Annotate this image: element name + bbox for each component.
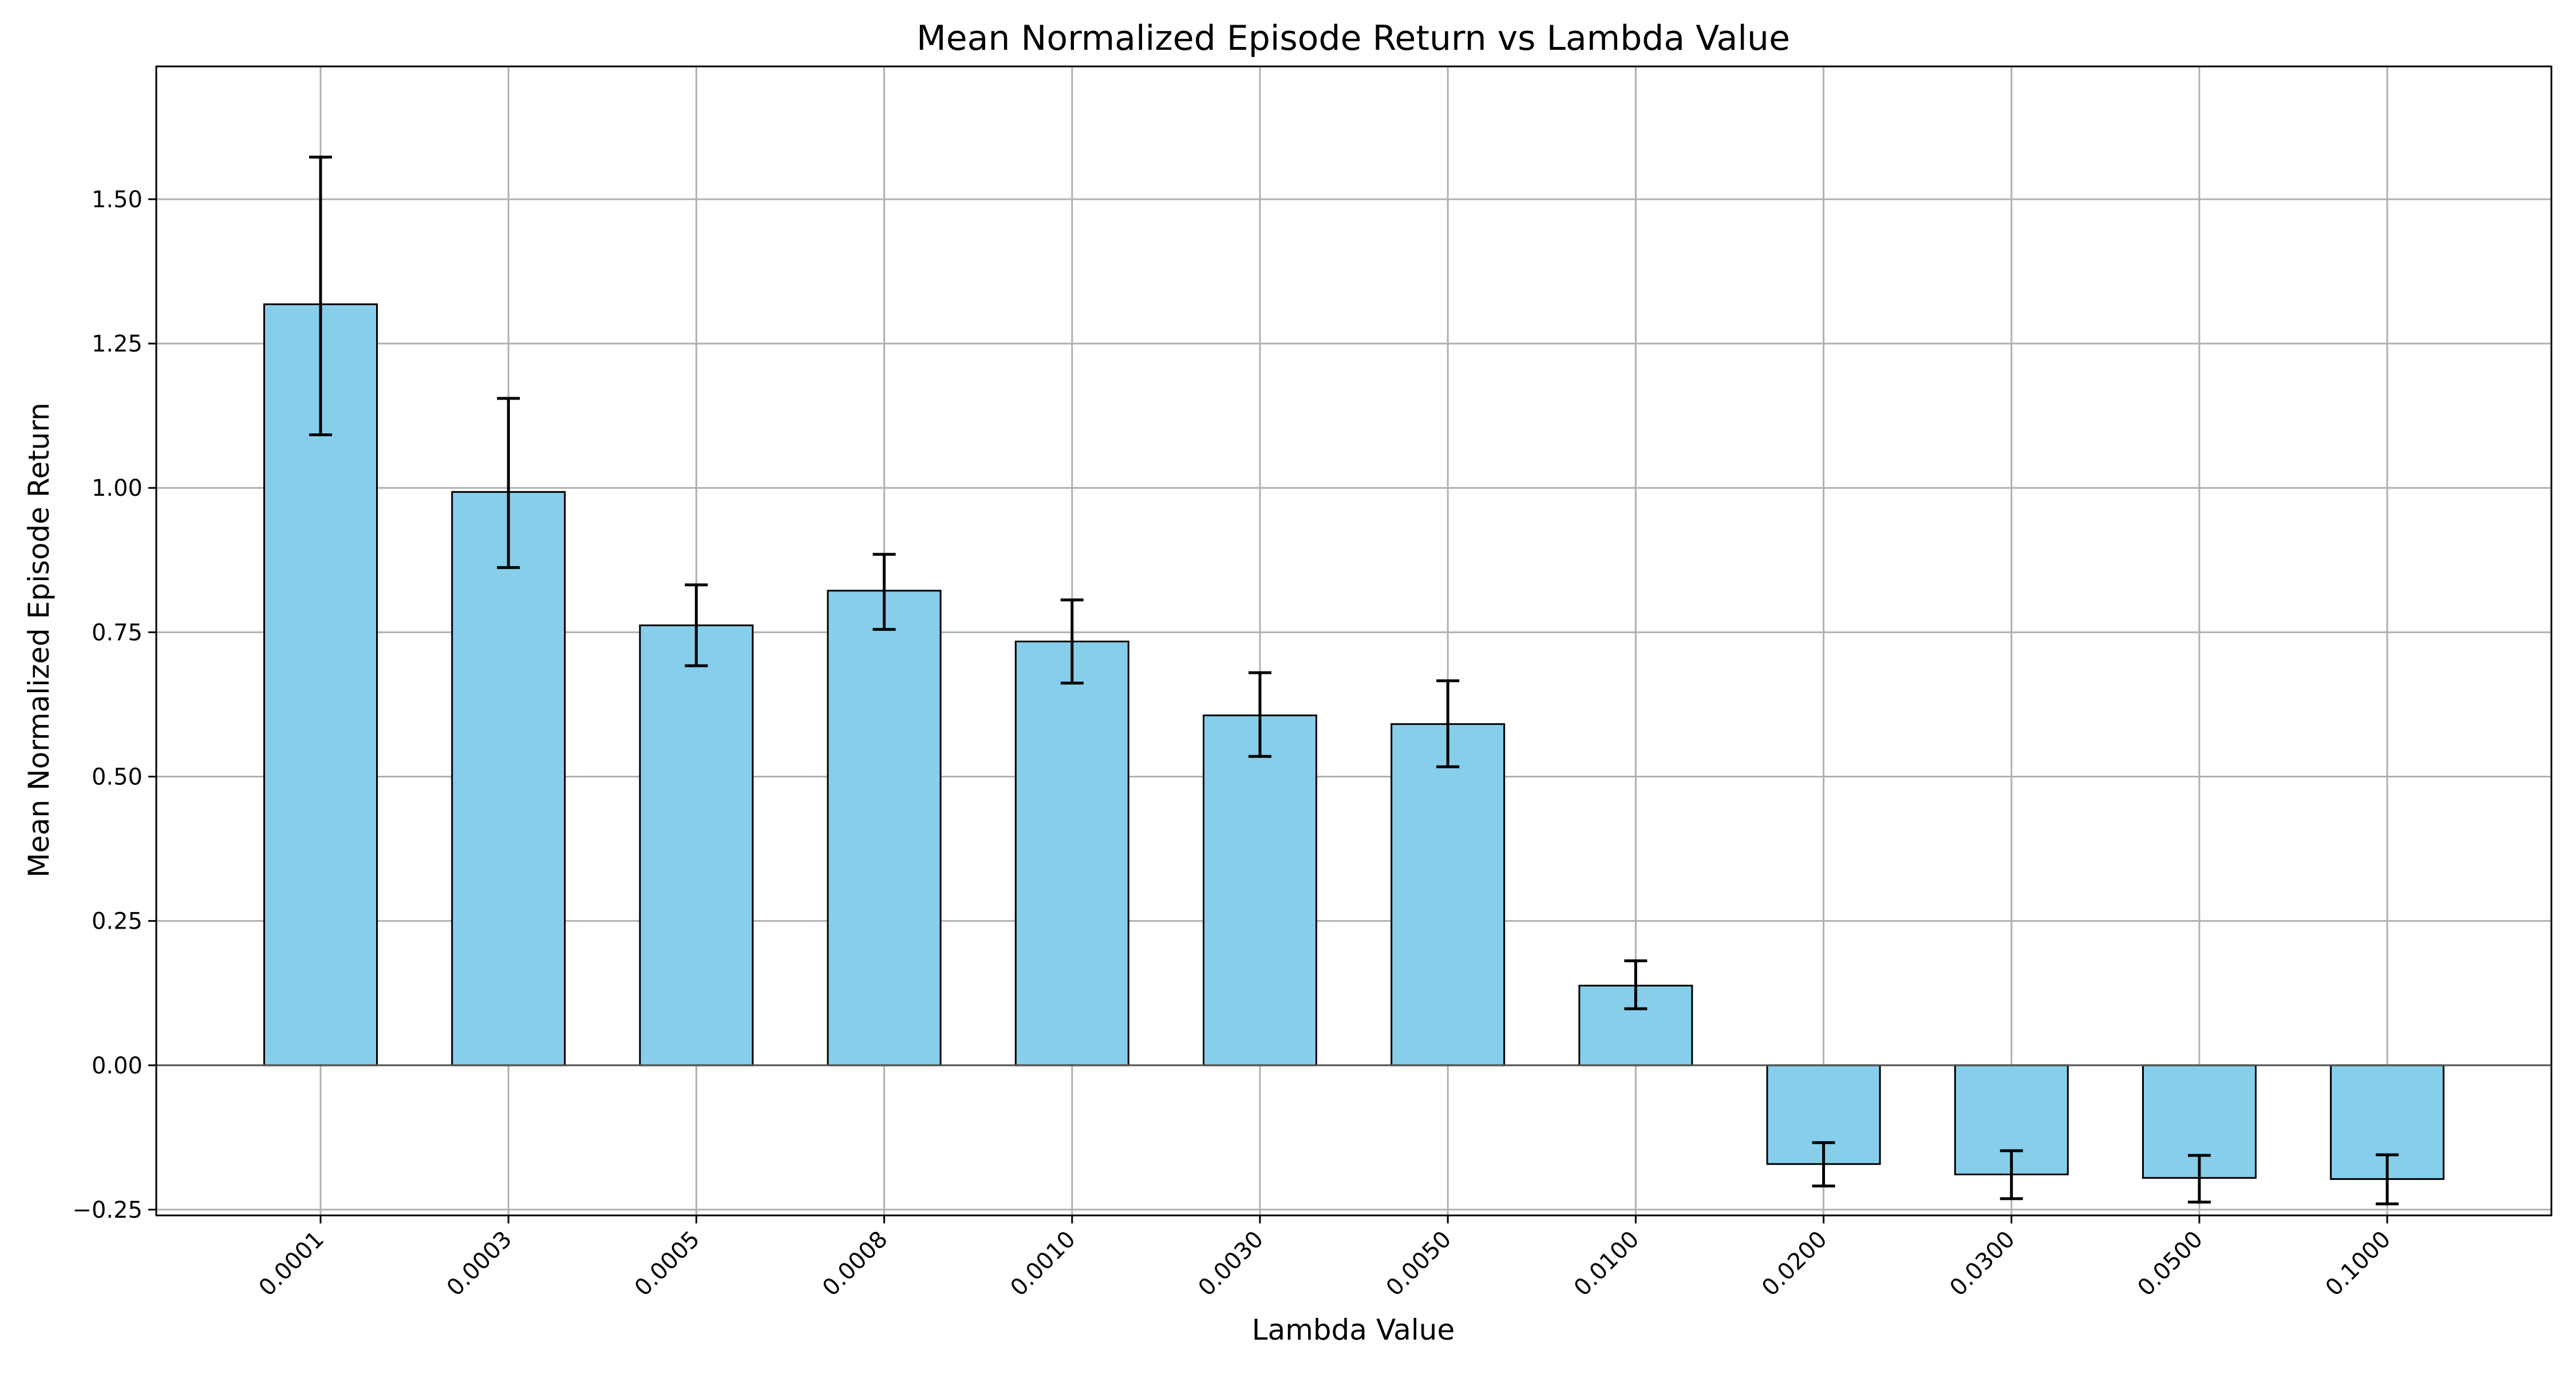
error-bar xyxy=(1249,671,1271,758)
x-axis-label: Lambda Value xyxy=(1252,1313,1455,1347)
chart-title: Mean Normalized Episode Return vs Lambda… xyxy=(916,18,1790,58)
x-tick-label: 0.0008 xyxy=(817,1226,892,1301)
error-bar xyxy=(1624,959,1647,1010)
y-tick-label: 0.75 xyxy=(92,619,143,646)
x-tick-label: 0.0030 xyxy=(1194,1226,1269,1301)
y-axis-ticks: −0.25 0.00 0.25 0.50 0.75 1.00 1.25 1.50 xyxy=(72,187,156,1223)
y-tick-label: 0.00 xyxy=(92,1053,143,1079)
x-tick-label: 0.0003 xyxy=(442,1226,517,1301)
error-bar xyxy=(1436,679,1460,768)
y-tick-label: 0.25 xyxy=(92,909,143,935)
x-tick-label: 0.1000 xyxy=(2321,1226,2396,1301)
x-tick-label: 0.0050 xyxy=(1381,1226,1456,1301)
error-bar xyxy=(872,552,896,631)
bar xyxy=(1203,714,1317,1067)
error-bar xyxy=(2376,1153,2399,1206)
y-tick-label: 0.50 xyxy=(92,764,143,791)
error-bar xyxy=(1812,1141,1835,1188)
y-tick-label: 1.50 xyxy=(92,187,143,213)
bar xyxy=(1014,641,1129,1067)
y-tick-label: −0.25 xyxy=(72,1197,143,1223)
error-bar xyxy=(1060,598,1084,685)
bar xyxy=(827,590,942,1067)
x-tick-label: 0.0010 xyxy=(1005,1226,1080,1301)
x-tick-label: 0.0200 xyxy=(1757,1226,1832,1301)
error-bar xyxy=(2188,1154,2211,1204)
error-bar xyxy=(2000,1149,2023,1201)
bar xyxy=(451,491,566,1067)
bars xyxy=(156,303,2551,1180)
y-tick-label: 1.00 xyxy=(92,475,143,502)
bar xyxy=(1390,723,1506,1067)
y-axis-label: Mean Normalized Episode Return xyxy=(22,402,56,878)
x-axis-ticks: 0.0001 0.0003 0.0005 0.0008 0.0010 0.0030 0.00… xyxy=(254,1215,2396,1301)
x-tick-label: 0.0500 xyxy=(2133,1226,2208,1301)
x-tick-label: 0.0005 xyxy=(630,1226,705,1301)
plot-frame xyxy=(155,65,2553,1217)
error-bar xyxy=(497,397,520,569)
y-tick-label: 1.25 xyxy=(92,331,143,357)
error-bar xyxy=(685,583,708,668)
x-tick-label: 0.0100 xyxy=(1569,1226,1644,1301)
error-bar xyxy=(309,155,332,436)
x-tick-label: 0.0001 xyxy=(254,1226,329,1301)
error-bars xyxy=(309,155,2399,1206)
x-tick-label: 0.0300 xyxy=(1945,1226,2020,1301)
bar xyxy=(639,624,754,1067)
